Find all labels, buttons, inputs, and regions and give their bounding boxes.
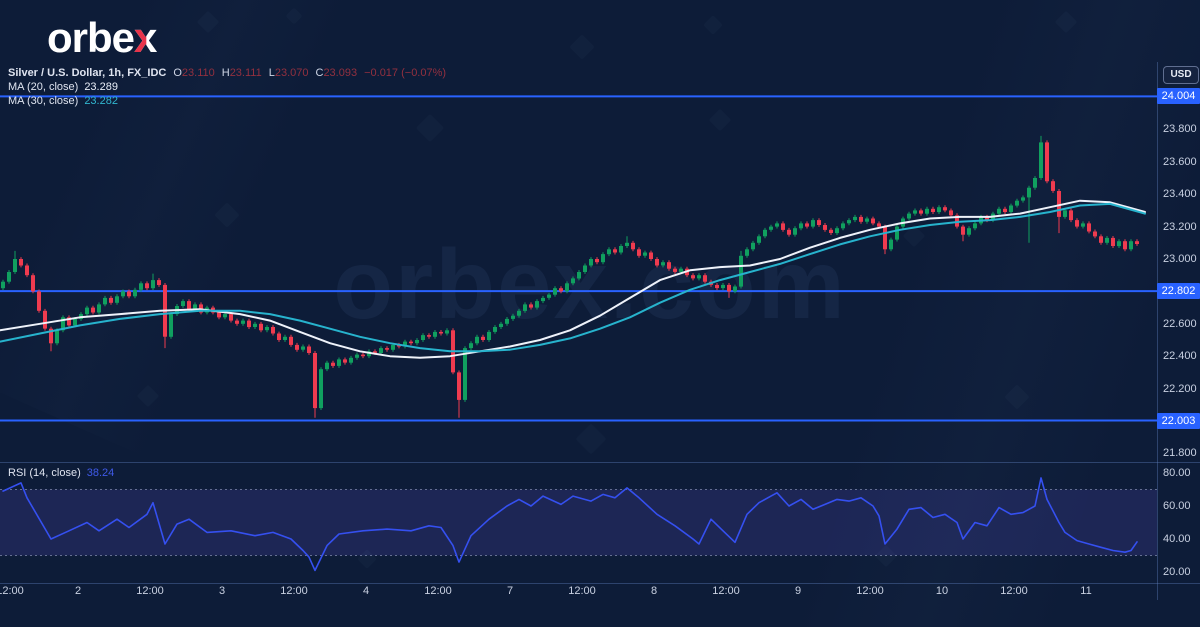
symbol-title: Silver / U.S. Dollar, 1h, FX_IDC (8, 67, 167, 79)
time-tick-label: 12:00 (0, 585, 24, 597)
ma20-legend-row: MA (20, close) 23.289 (8, 81, 118, 93)
time-tick-label: 4 (362, 585, 370, 597)
time-tick-label: 12:00 (1000, 585, 1028, 597)
time-tick-label: 12:00 (424, 585, 452, 597)
time-tick-label: 9 (794, 585, 802, 597)
rsi-tick-label: 80.00 (1163, 467, 1191, 479)
rsi-tick-label: 40.00 (1163, 533, 1191, 545)
ma30-label: MA (30, close) (8, 95, 79, 107)
rsi-tick-label: 60.00 (1163, 500, 1191, 512)
time-tick-label: 8 (650, 585, 658, 597)
rsi-label: RSI (14, close) (8, 467, 81, 479)
time-tick-label: 12:00 (856, 585, 884, 597)
rsi-tick-label: 20.00 (1163, 566, 1191, 578)
close-label: C (315, 67, 324, 79)
open-value: 23.110 (181, 67, 215, 79)
price-tick-label: 23.000 (1163, 253, 1197, 265)
ma20-value: 23.289 (84, 81, 118, 93)
time-tick-label: 12:00 (712, 585, 740, 597)
price-level-badge: 24.004 (1157, 88, 1200, 105)
price-tick-label: 23.200 (1163, 220, 1197, 233)
price-tick-label: 23.800 (1163, 123, 1197, 136)
price-tick-label: 23.400 (1163, 188, 1197, 201)
time-tick-label: 3 (218, 585, 226, 597)
time-tick-label: 7 (506, 585, 514, 597)
open-label: O (173, 67, 182, 79)
rsi-value: 38.24 (86, 467, 115, 479)
low-value: 23.070 (274, 67, 309, 79)
orbex-logo: orbex x (47, 14, 157, 62)
price-level-badge: 22.802 (1157, 283, 1200, 300)
close-value: 23.093 (323, 67, 358, 79)
price-tick-label: 21.800 (1163, 447, 1197, 460)
high-label: H (221, 67, 230, 79)
change-value: −0.017 (−0.07%) (364, 67, 447, 79)
low-label: L (268, 67, 275, 79)
time-tick-label: 10 (935, 585, 949, 597)
time-tick-label: 11 (1080, 585, 1092, 597)
price-tick-label: 23.600 (1163, 155, 1197, 168)
price-tick-label: 22.400 (1163, 350, 1197, 363)
ma30-legend-row: MA (30, close) 23.282 (8, 95, 118, 107)
rsi-legend-row: RSI (14, close) 38.24 (8, 467, 114, 479)
symbol-legend-row: Silver / U.S. Dollar, 1h, FX_IDC O23.110 H… (8, 67, 446, 79)
price-tick-label: 22.600 (1163, 317, 1197, 330)
ma30-value: 23.282 (84, 95, 118, 107)
currency-usd-button[interactable]: USD (1163, 66, 1199, 84)
logo-text: orbe (47, 14, 135, 61)
time-tick-label: 12:00 (280, 585, 308, 597)
time-tick-label: 12:00 (568, 585, 596, 597)
time-tick-label: 12:00 (136, 585, 164, 597)
price-tick-label: 22.200 (1163, 382, 1197, 395)
time-tick-label: 2 (74, 585, 82, 597)
high-value: 23.111 (229, 67, 262, 79)
price-level-badge: 22.003 (1157, 412, 1200, 429)
ma20-label: MA (20, close) (8, 81, 79, 93)
